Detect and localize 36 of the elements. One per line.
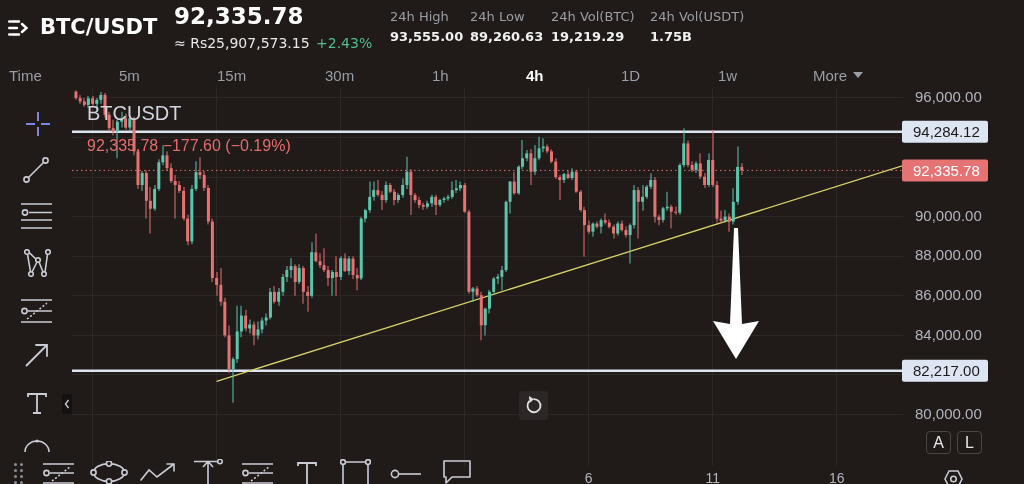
text: 93,555.00 [390, 29, 464, 44]
text: 19,219.29 [551, 29, 625, 44]
text: 1h [432, 67, 449, 84]
ref-line-label: 92,335.78 [913, 161, 980, 179]
text: 15m [217, 67, 247, 84]
chart-title: BTC/USDT [40, 15, 158, 39]
text: 4h [526, 67, 544, 84]
text: 24h Vol(BTC) [551, 9, 635, 24]
x-tick-label: 16 [828, 470, 845, 484]
text: A [926, 431, 951, 454]
text: ≈ Rs25,907,573.15 [174, 35, 310, 51]
text: 30m [325, 67, 355, 84]
y-tick-label: 86,000.00 [915, 285, 982, 303]
y-tick-label: 96,000.00 [915, 88, 982, 106]
x-tick-label: 6 [584, 470, 593, 484]
x-tick-label: 11 [705, 470, 721, 484]
text: 5m [119, 67, 140, 84]
y-tick-label: 80,000.00 [915, 404, 982, 422]
text: +2.43% [316, 35, 373, 51]
text: 89,260.63 [470, 29, 544, 44]
text: 24h Low [470, 9, 525, 24]
text: 1.75B [650, 29, 692, 44]
candlestick [173, 175, 177, 219]
ref-line-label: 82,217.00 [913, 361, 980, 379]
y-tick-label: 88,000.00 [915, 246, 982, 264]
text: L [957, 431, 982, 454]
text: 92,335.78 [174, 3, 304, 29]
text: 1w [718, 67, 738, 84]
text: 24h Vol(USDT) [650, 9, 745, 24]
text: Time [9, 67, 42, 84]
text: More [813, 67, 848, 84]
text: 24h High [390, 9, 449, 24]
text: 1D [621, 67, 641, 84]
ref-line-label: 94,284.12 [913, 122, 980, 140]
y-tick-label: 90,000.00 [915, 206, 982, 224]
y-tick-label: 84,000.00 [915, 325, 982, 343]
